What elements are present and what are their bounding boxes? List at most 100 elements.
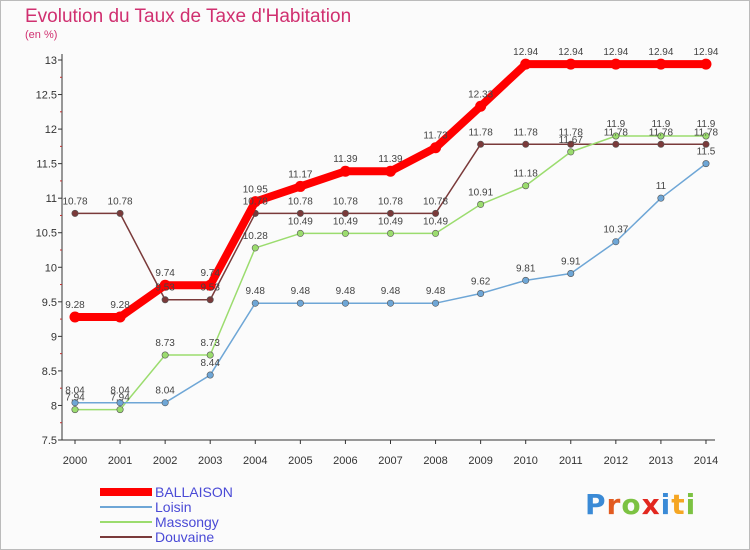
data-point — [700, 58, 712, 70]
chart-subtitle: (en %) — [25, 29, 58, 41]
data-point — [432, 299, 440, 307]
data-label: 9.62 — [471, 277, 491, 288]
series-layer — [69, 58, 712, 414]
data-label: 12.94 — [648, 47, 673, 58]
x-tick-label: 2014 — [694, 455, 718, 467]
data-label: 12.94 — [603, 47, 628, 58]
data-label: 11.78 — [604, 127, 629, 138]
y-tick-label: 8.5 — [42, 366, 57, 378]
data-point — [477, 290, 485, 298]
series-ballaison — [69, 58, 712, 323]
x-tick-label: 2011 — [559, 455, 583, 467]
x-tick-label: 2000 — [63, 455, 87, 467]
data-point — [341, 209, 349, 217]
data-label: 7.94 — [110, 393, 130, 404]
data-label: 9.74 — [155, 268, 175, 279]
data-point — [657, 140, 665, 148]
data-label: 9.48 — [246, 286, 266, 297]
data-point — [565, 58, 577, 70]
x-tick-label: 2004 — [243, 455, 267, 467]
brand-letter: t — [671, 488, 686, 521]
data-point — [522, 182, 530, 190]
data-point — [204, 279, 216, 291]
data-point — [386, 299, 394, 307]
data-point — [432, 209, 440, 217]
legend-label: BALLAISON — [155, 484, 233, 500]
data-label: 12.94 — [558, 47, 583, 58]
x-tick-label: 2010 — [513, 455, 537, 467]
data-point — [249, 196, 261, 208]
data-point — [522, 140, 530, 148]
data-point — [612, 238, 620, 246]
axes: 7.5 8 8.5 9 9.5 10 10.5 11 11.5 12 12.5 13 2000 2001 2… — [36, 54, 718, 467]
y-tick-label: 9.5 — [42, 297, 57, 309]
data-label: 9.53 — [200, 283, 220, 294]
data-label: 8.04 — [110, 386, 130, 397]
x-tick-label: 2012 — [604, 455, 628, 467]
y-tick-label: 13 — [45, 55, 57, 67]
data-label: 11.9 — [652, 119, 671, 130]
data-label: 10.49 — [423, 216, 448, 227]
data-point — [161, 399, 169, 407]
data-point — [71, 209, 79, 217]
data-label: 11.78 — [649, 127, 674, 138]
data-label: 11.17 — [288, 169, 313, 180]
data-label: 9.48 — [336, 286, 356, 297]
data-point — [477, 200, 485, 208]
brand-letter: x — [641, 488, 661, 521]
data-point — [384, 165, 396, 177]
x-tick-label: 2006 — [333, 455, 357, 467]
data-point — [567, 269, 575, 277]
data-point — [116, 399, 124, 407]
data-label: 12.33 — [468, 89, 493, 100]
data-point — [206, 351, 214, 359]
data-point — [116, 209, 124, 217]
data-point — [612, 140, 620, 148]
brand-letter: i — [660, 488, 672, 521]
y-tick-label: 11 — [46, 193, 57, 205]
data-point — [339, 165, 351, 177]
x-tick-label: 2013 — [649, 455, 673, 467]
data-label: 9.74 — [200, 268, 220, 279]
data-label: 11.9 — [606, 119, 625, 130]
data-point — [296, 209, 304, 217]
data-point — [430, 142, 442, 154]
x-tick-label: 2009 — [468, 455, 492, 467]
data-point — [386, 229, 394, 237]
data-label: 10.95 — [243, 185, 268, 196]
series-loisin — [71, 160, 710, 407]
data-point — [161, 351, 169, 359]
data-point — [475, 100, 487, 112]
brand-letter: i — [685, 488, 697, 521]
data-label: 8.73 — [200, 338, 220, 349]
data-label: 11.9 — [697, 119, 716, 130]
data-point — [296, 299, 304, 307]
data-point — [477, 140, 485, 148]
data-label: 10.28 — [243, 231, 268, 242]
data-point — [612, 132, 620, 140]
y-tick-label: 10.5 — [36, 228, 57, 240]
x-tick-label: 2001 — [108, 455, 132, 467]
y-tick-label: 10 — [45, 262, 57, 274]
data-point — [206, 371, 214, 379]
x-tick-label: 2002 — [153, 455, 177, 467]
legend-item: Loisin — [100, 499, 192, 515]
data-point — [294, 180, 306, 192]
x-tick-label: 2003 — [198, 455, 222, 467]
data-point — [657, 194, 665, 202]
data-label: 11 — [656, 181, 667, 192]
data-point — [657, 132, 665, 140]
data-point — [296, 229, 304, 237]
y-tick-label: 12 — [45, 124, 57, 136]
data-label: 11.39 — [333, 154, 358, 165]
data-label: 12.94 — [513, 47, 538, 58]
data-point — [71, 399, 79, 407]
data-point — [702, 132, 710, 140]
data-point — [71, 406, 79, 414]
data-label: 9.81 — [516, 263, 536, 274]
y-tick-label: 8 — [51, 400, 57, 412]
data-label: 10.37 — [603, 225, 628, 236]
data-point — [702, 160, 710, 168]
